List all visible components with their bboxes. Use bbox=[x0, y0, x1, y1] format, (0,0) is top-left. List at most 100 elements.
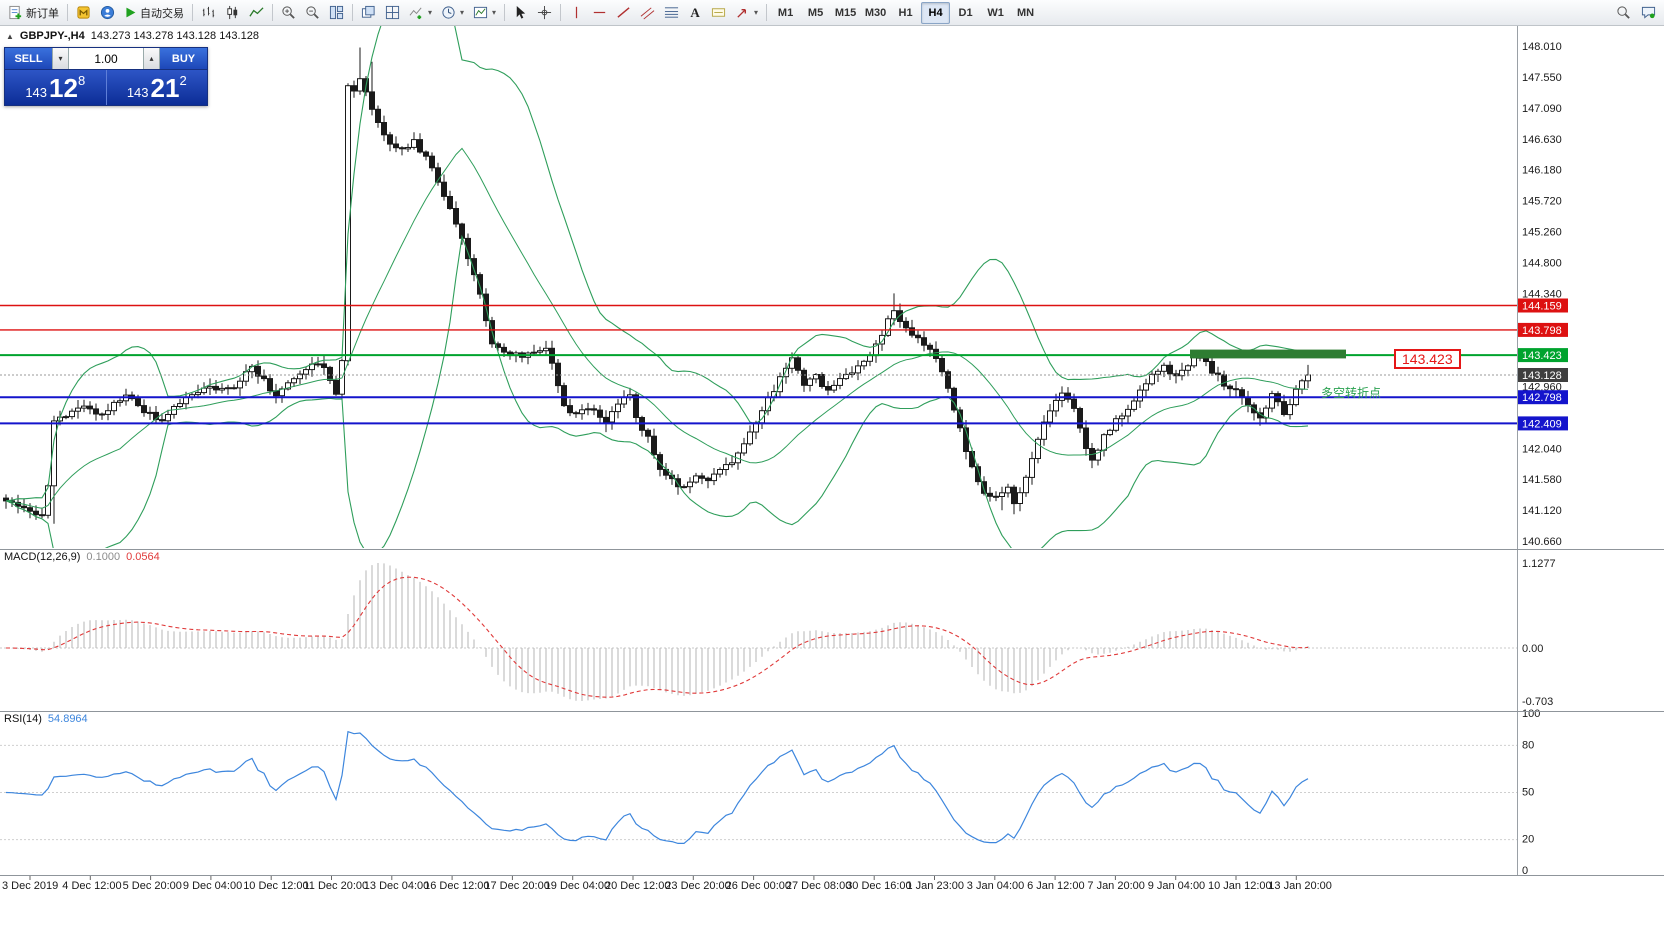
toolbar-separator bbox=[560, 4, 562, 21]
volume-input[interactable] bbox=[69, 48, 143, 69]
templates-button[interactable]: ▾ bbox=[469, 2, 500, 24]
dropdown-caret: ▾ bbox=[754, 8, 759, 17]
timeframe-m30[interactable]: M30 bbox=[864, 6, 887, 19]
line-chart-button[interactable] bbox=[245, 2, 268, 24]
buy-button[interactable]: BUY bbox=[160, 48, 207, 69]
candlestick-chart-button[interactable] bbox=[221, 2, 244, 24]
svg-text:4 Dec 12:00: 4 Dec 12:00 bbox=[62, 880, 121, 892]
timeframe-w1[interactable]: W1 bbox=[987, 6, 1004, 19]
dropdown-caret: ▾ bbox=[492, 8, 497, 17]
mql-community-button[interactable] bbox=[72, 2, 95, 24]
autotrade-label: 自动交易 bbox=[140, 7, 184, 20]
zoom-in-button[interactable] bbox=[277, 2, 300, 24]
equidistant-channel-button[interactable] bbox=[636, 2, 659, 24]
svg-text:13 Dec 04:00: 13 Dec 04:00 bbox=[364, 880, 429, 892]
symbol-icon: ▲ bbox=[6, 31, 14, 41]
svg-text:9 Dec 04:00: 9 Dec 04:00 bbox=[183, 880, 242, 892]
svg-text:144.159: 144.159 bbox=[1522, 301, 1562, 313]
template-icon bbox=[473, 6, 488, 19]
trendline-button[interactable] bbox=[612, 2, 635, 24]
arrow-tools-button[interactable]: ▾ bbox=[731, 2, 762, 24]
svg-text:10 Dec 12:00: 10 Dec 12:00 bbox=[243, 880, 308, 892]
volume-decrease-button[interactable]: ▾ bbox=[52, 48, 69, 69]
timeframe-m1[interactable]: M1 bbox=[777, 6, 794, 19]
svg-text:145.260: 145.260 bbox=[1522, 226, 1562, 238]
chat-bubble-icon bbox=[1641, 6, 1656, 19]
arrange-icons-button[interactable] bbox=[381, 2, 404, 24]
svg-text:1.1277: 1.1277 bbox=[1522, 558, 1556, 570]
time-axis[interactable]: 3 Dec 2019 4 Dec 12:00 5 Dec 20:00 9 Dec 04… bbox=[2, 876, 1332, 892]
svg-text:142.409: 142.409 bbox=[1522, 418, 1562, 430]
crosshair-icon bbox=[537, 5, 552, 20]
hline-objects[interactable] bbox=[0, 304, 1517, 425]
timeframe-d1[interactable]: D1 bbox=[958, 6, 973, 19]
svg-text:-0.703: -0.703 bbox=[1522, 696, 1553, 708]
svg-text:6 Jan 12:00: 6 Jan 12:00 bbox=[1027, 880, 1085, 892]
text-tool-label: A bbox=[690, 4, 700, 20]
timeframe-h1[interactable]: H1 bbox=[898, 6, 913, 19]
svg-text:143.798: 143.798 bbox=[1522, 325, 1562, 337]
price-scale[interactable]: 148.010 147.550 147.090 146.630 146.180 145.7… bbox=[1517, 26, 1664, 877]
svg-text:13 Jan 20:00: 13 Jan 20:00 bbox=[1268, 880, 1332, 892]
label-tool-button[interactable] bbox=[707, 2, 730, 24]
svg-text:80: 80 bbox=[1522, 739, 1534, 751]
profile-icon bbox=[100, 5, 115, 20]
horizontal-line-icon bbox=[593, 11, 606, 14]
turning-point-annotation[interactable]: 多空转折点 bbox=[1321, 386, 1382, 400]
search-button[interactable] bbox=[1612, 2, 1635, 24]
dropdown-caret: ▾ bbox=[428, 8, 433, 17]
highlight-rectangle[interactable] bbox=[1190, 349, 1346, 359]
zoom-out-button[interactable] bbox=[301, 2, 324, 24]
svg-text:0: 0 bbox=[1522, 865, 1528, 877]
svg-text:145.720: 145.720 bbox=[1522, 195, 1562, 207]
svg-text:11 Dec 20:00: 11 Dec 20:00 bbox=[304, 880, 369, 892]
chat-button[interactable] bbox=[1637, 2, 1660, 24]
buy-price-button[interactable]: 143 21 2 bbox=[105, 70, 207, 105]
fibonacci-button[interactable] bbox=[660, 2, 683, 24]
volume-increase-button[interactable]: ▴ bbox=[143, 48, 160, 69]
timeframe-m5[interactable]: M5 bbox=[807, 6, 824, 19]
channel-icon bbox=[640, 7, 655, 20]
bar-chart-button[interactable] bbox=[197, 2, 220, 24]
new-order-icon bbox=[9, 5, 22, 20]
timeframe-m15[interactable]: M15 bbox=[834, 6, 857, 19]
svg-text:144.340: 144.340 bbox=[1522, 288, 1562, 300]
timeframe-h4[interactable]: H4 bbox=[921, 1, 951, 24]
autotrade-play-icon bbox=[126, 7, 136, 18]
cursor-button[interactable] bbox=[509, 2, 532, 24]
buy-price-big: 21 bbox=[150, 72, 180, 103]
arrange-windows-button[interactable] bbox=[357, 2, 380, 24]
toolbar-separator bbox=[272, 4, 273, 21]
sell-button[interactable]: SELL bbox=[5, 48, 52, 69]
profile-button[interactable] bbox=[96, 2, 119, 24]
vertical-line-button[interactable] bbox=[565, 2, 587, 24]
fibonacci-icon bbox=[664, 7, 679, 18]
sell-price-button[interactable]: 143 12 8 bbox=[5, 70, 106, 105]
candlestick-icon bbox=[227, 5, 238, 20]
zoom-in-icon bbox=[282, 6, 295, 19]
macd-header: MACD(12,26,9) 0.1000 0.0564 bbox=[4, 551, 160, 563]
new-order-button[interactable]: 新订单 bbox=[4, 2, 63, 24]
svg-text:141.120: 141.120 bbox=[1522, 505, 1562, 517]
indicators-button[interactable]: ▾ bbox=[405, 2, 436, 24]
crosshair-button[interactable] bbox=[533, 2, 556, 24]
vertical-line-icon bbox=[575, 6, 577, 19]
horizontal-line-button[interactable] bbox=[588, 2, 611, 24]
svg-text:0.00: 0.00 bbox=[1522, 643, 1543, 655]
svg-text:143.423: 143.423 bbox=[1522, 350, 1562, 362]
svg-text:19 Dec 04:00: 19 Dec 04:00 bbox=[545, 880, 610, 892]
price-callout-label[interactable]: 143.423 bbox=[1394, 349, 1461, 369]
svg-text:20: 20 bbox=[1522, 834, 1534, 846]
chart-canvas[interactable]: 148.010 147.550 147.090 146.630 146.180 145.7… bbox=[0, 26, 1664, 945]
text-tool-button[interactable]: A bbox=[684, 2, 706, 24]
macd-signal-value: 0.0564 bbox=[126, 551, 160, 563]
tile-windows-button[interactable] bbox=[325, 2, 348, 24]
timeframe-mn[interactable]: MN bbox=[1017, 6, 1035, 19]
svg-text:140.660: 140.660 bbox=[1522, 536, 1562, 548]
svg-text:100: 100 bbox=[1522, 708, 1540, 720]
periods-menu-button[interactable]: ▾ bbox=[437, 2, 468, 24]
cascade-windows-icon bbox=[361, 5, 375, 18]
indicators-plus-icon bbox=[409, 7, 422, 20]
autotrade-button[interactable]: 自动交易 bbox=[120, 2, 188, 24]
macd-main-value: 0.1000 bbox=[86, 551, 121, 563]
